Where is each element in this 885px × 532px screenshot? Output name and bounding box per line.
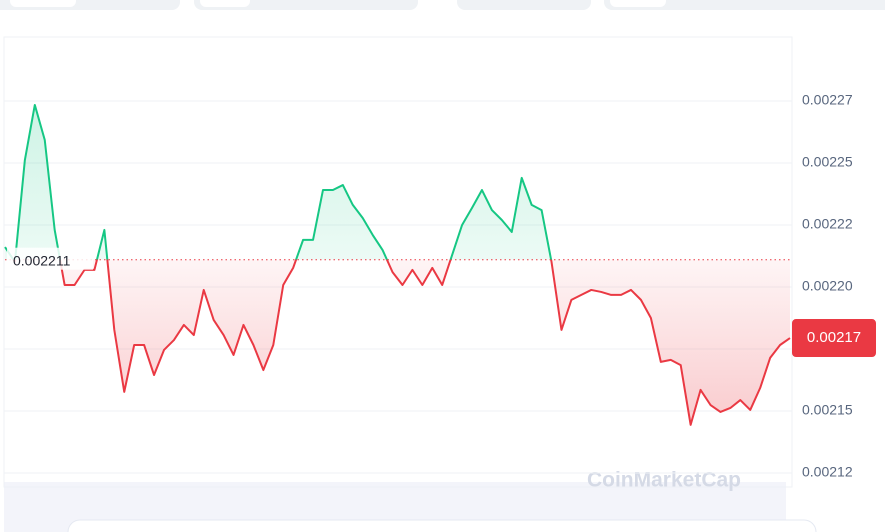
- y-tick-label: 0.00212: [802, 464, 853, 480]
- price-line: [4, 103, 791, 426]
- y-tick-label: 0.00220: [802, 278, 853, 294]
- current-price-label: 0.00217: [807, 329, 861, 346]
- current-price-badge: [792, 319, 876, 358]
- tab[interactable]: [194, 0, 418, 10]
- y-tick-label: 0.00227: [802, 92, 853, 108]
- tab[interactable]: [457, 0, 591, 10]
- watermark: CoinMarketCap: [587, 469, 741, 492]
- tab-active[interactable]: [10, 0, 76, 7]
- baseline-label-bg: [7, 247, 93, 270]
- top-tabs: [0, 0, 885, 10]
- y-tick-label: 0.00215: [802, 402, 853, 418]
- baseline-label: 0.002211: [13, 252, 71, 268]
- tab[interactable]: [604, 0, 885, 10]
- area: [5, 104, 790, 425]
- plot: 0.00212 0.00215 0.00217 0.00220 0.00222 0.002…: [4, 92, 876, 480]
- y-tick-label: 0.00225: [802, 154, 853, 170]
- y-tick-label: 0.00222: [802, 216, 853, 232]
- bottom-card: [67, 519, 817, 532]
- tab-active[interactable]: [610, 0, 666, 7]
- tab-active[interactable]: [200, 0, 250, 7]
